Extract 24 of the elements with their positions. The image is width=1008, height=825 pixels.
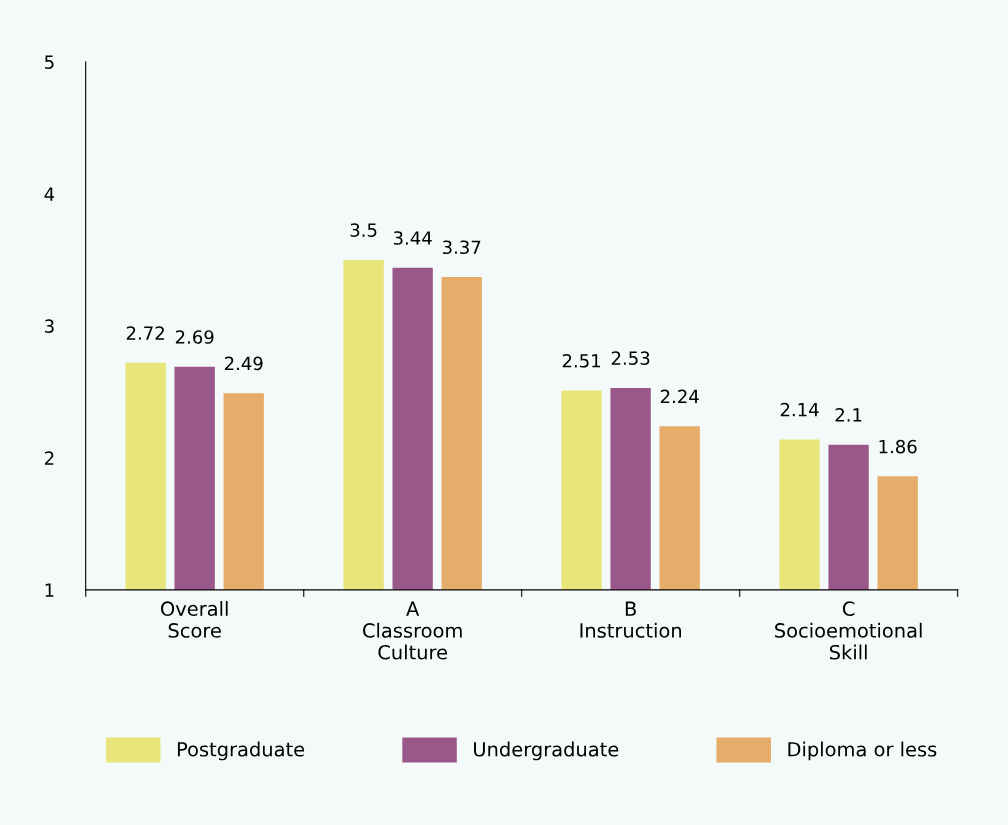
data-label: 2.51 bbox=[562, 353, 601, 368]
data-label: 2.49 bbox=[224, 356, 263, 371]
x-tick-label: Overall Score bbox=[161, 600, 228, 638]
x-tick-label: C Socioemotional Skill bbox=[775, 601, 922, 660]
data-label: 3.44 bbox=[393, 231, 432, 245]
y-tick-label: 4 bbox=[44, 187, 55, 201]
y-tick-label: 5 bbox=[45, 55, 54, 69]
data-label: 2.69 bbox=[175, 330, 214, 344]
x-tick-label: B Instruction bbox=[580, 601, 682, 638]
y-tick-label: 2 bbox=[44, 451, 54, 465]
legend-label: Postgraduate bbox=[177, 741, 305, 761]
data-label: 1.86 bbox=[879, 439, 917, 454]
y-tick-label: 1 bbox=[45, 583, 54, 597]
data-label: 2.14 bbox=[780, 402, 819, 417]
data-label: 2.72 bbox=[126, 326, 164, 340]
x-tick-label: A Classroom Culture bbox=[363, 601, 462, 660]
legend-label: Undergraduate bbox=[474, 741, 619, 761]
y-tick-label: 3 bbox=[45, 319, 54, 333]
data-label: 2.53 bbox=[611, 351, 650, 365]
data-label: 2.1 bbox=[835, 408, 862, 422]
data-label: 3.37 bbox=[442, 240, 481, 255]
legend-label: Diploma or less bbox=[788, 741, 937, 761]
data-label: 3.5 bbox=[350, 223, 377, 237]
data-label: 2.24 bbox=[660, 389, 699, 403]
